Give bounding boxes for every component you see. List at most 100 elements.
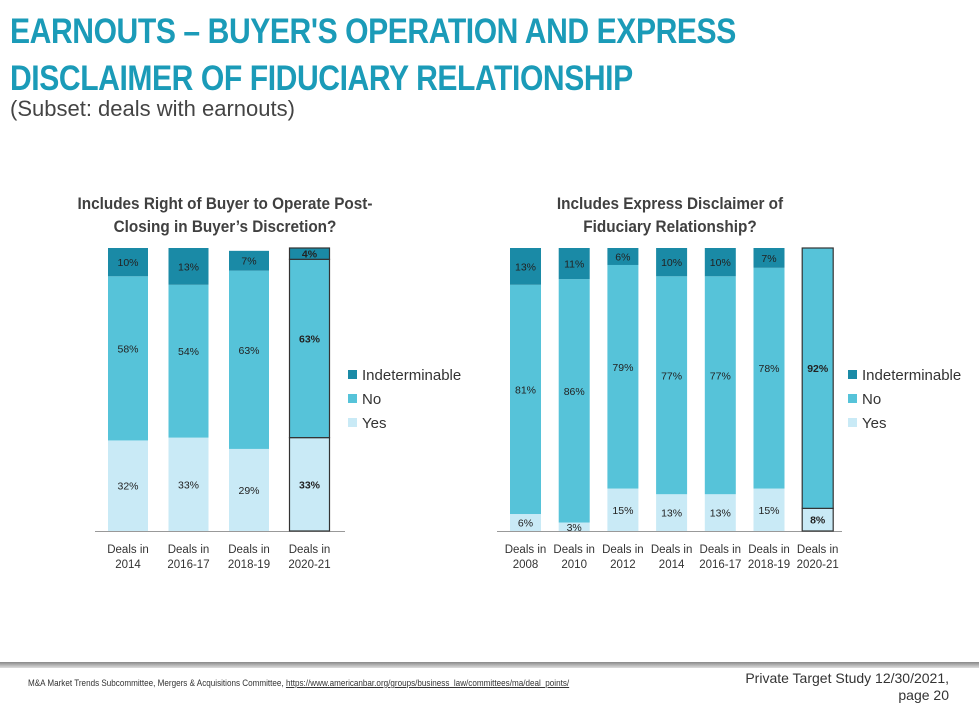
category-label: Deals in	[228, 544, 270, 556]
legend-swatch-yes	[348, 418, 357, 427]
bar-indeterminable	[656, 248, 688, 277]
bar-indeterminable	[288, 247, 331, 260]
bar-indeterminable	[229, 250, 269, 271]
bar-no	[229, 270, 269, 449]
bar-yes	[607, 488, 639, 531]
data-label: 13%	[178, 261, 199, 273]
bar-no	[607, 264, 639, 489]
category-label: Deals in	[553, 544, 595, 556]
chart2-title: Includes Express Disclaimer of Fiduciary…	[556, 194, 784, 236]
category-label: Deals in	[748, 544, 790, 556]
bar-indeterminable	[108, 248, 148, 277]
data-label: 15%	[758, 505, 779, 517]
data-label: 79%	[612, 362, 633, 374]
legend-label-yes: Yes	[862, 415, 886, 432]
footer-source-text: M&A Market Trends Subcommittee, Mergers …	[28, 678, 286, 688]
footer-link[interactable]: https://www.americanbar.org/groups/busin…	[285, 678, 570, 688]
bar-indeterminable	[510, 248, 541, 285]
data-label: 86%	[564, 386, 585, 398]
data-label: 58%	[117, 343, 138, 355]
data-label: 4%	[302, 249, 318, 261]
bar-no	[510, 284, 541, 515]
data-label: 77%	[661, 370, 682, 382]
data-label: 29%	[238, 485, 259, 497]
bar-no	[288, 258, 331, 439]
category-label: 2016-17	[167, 559, 209, 571]
page-title: EARNOUTS – BUYER'S OPERATION AND EXPRESS…	[10, 8, 736, 102]
footer-study-text: Private Target Study 12/30/2021,	[745, 670, 949, 686]
bar-yes	[704, 494, 736, 531]
bar-indeterminable	[607, 248, 639, 265]
bar-yes	[753, 488, 785, 531]
category-label: 2020-21	[288, 559, 330, 571]
footer-source: M&A Market Trends Subcommittee, Mergers …	[28, 678, 569, 688]
bar-yes	[656, 494, 688, 531]
bar-indeterminable	[753, 248, 785, 268]
category-label: 2012	[610, 559, 636, 571]
data-label: 77%	[710, 370, 731, 382]
category-label: Deals in	[107, 544, 149, 556]
chart1-title: Includes Right of Buyer to Operate Post-…	[77, 194, 373, 236]
data-label: 10%	[117, 257, 138, 269]
data-label: 3%	[567, 522, 582, 534]
data-label: 10%	[710, 257, 731, 269]
category-label: 2018-19	[748, 559, 790, 571]
category-label: 2014	[115, 559, 141, 571]
category-label: Deals in	[700, 544, 742, 556]
bar-yes	[558, 522, 590, 531]
category-label: 2016-17	[699, 559, 741, 571]
data-label: 6%	[518, 518, 533, 530]
bar-no	[168, 284, 209, 438]
bar-yes	[168, 437, 209, 531]
category-label: Deals in	[168, 544, 210, 556]
legend-label-indeterminable: Indeterminable	[362, 367, 461, 384]
footer-divider	[0, 662, 979, 668]
bar-yes	[229, 448, 269, 531]
data-label: 78%	[758, 363, 779, 375]
category-label: 2008	[513, 559, 539, 571]
data-label: 13%	[661, 508, 682, 520]
legend-label-indeterminable: Indeterminable	[862, 367, 961, 384]
legend-swatch-indeterminable	[848, 370, 857, 379]
category-label: 2014	[659, 559, 685, 571]
bar-yes	[288, 437, 331, 532]
data-label: 6%	[615, 251, 630, 263]
data-label: 33%	[299, 479, 321, 491]
data-label: 63%	[238, 345, 259, 357]
data-label: 33%	[178, 479, 199, 491]
bar-no	[108, 276, 148, 441]
data-label: 8%	[810, 515, 826, 527]
bar-no	[801, 247, 834, 509]
data-label: 63%	[299, 333, 321, 345]
title-line-2: DISCLAIMER OF FIDUCIARY RELATIONSHIP	[10, 59, 633, 98]
legend-swatch-no	[848, 394, 857, 403]
legend-swatch-no	[348, 394, 357, 403]
category-label: Deals in	[651, 544, 693, 556]
charts-canvas: 32% 58% 10% Deals in 2014 33% 54% 13% Deals in 20…	[95, 247, 961, 571]
category-label: Deals in	[505, 544, 547, 556]
title-line-1: EARNOUTS – BUYER'S OPERATION AND EXPRESS	[10, 12, 736, 51]
category-label: 2010	[561, 559, 587, 571]
bar-no	[656, 276, 688, 495]
category-label: 2018-19	[228, 559, 270, 571]
bar-no	[753, 267, 785, 489]
data-label: 7%	[761, 253, 776, 265]
footer-study: Private Target Study 12/30/2021, page 20	[745, 670, 949, 704]
legend-label-no: No	[862, 391, 881, 408]
bar-indeterminable	[168, 248, 209, 285]
category-label: Deals in	[289, 544, 331, 556]
data-label: 13%	[710, 508, 731, 520]
data-label: 15%	[612, 505, 633, 517]
data-label: 54%	[178, 346, 199, 358]
legend-swatch-indeterminable	[348, 370, 357, 379]
data-label: 11%	[564, 259, 584, 271]
page-number: page 20	[898, 687, 949, 703]
legend-swatch-yes	[848, 418, 857, 427]
category-label: Deals in	[602, 544, 644, 556]
data-label: 13%	[515, 261, 536, 273]
bar-indeterminable	[558, 248, 590, 280]
legend-label-yes: Yes	[362, 415, 386, 432]
bar-yes	[108, 440, 148, 531]
legend-label-no: No	[362, 391, 381, 408]
data-label: 10%	[661, 257, 682, 269]
